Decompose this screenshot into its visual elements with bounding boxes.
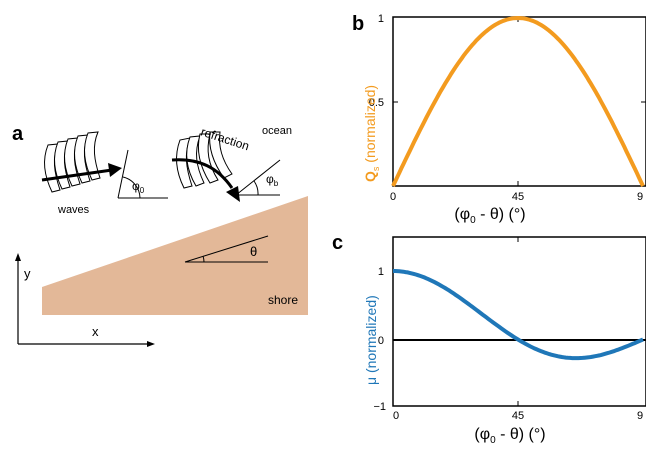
panel-label-a: a: [12, 123, 24, 145]
chart-b-ytick-05: 0.5: [369, 97, 384, 109]
chart-c-ytick-neg1: −1: [373, 401, 386, 413]
chart-c-xtick-45: 45: [512, 410, 524, 422]
chart-b-xtick-0: 0: [390, 191, 396, 203]
chart-c-frame: [392, 236, 646, 407]
theta-arc: [202, 255, 205, 263]
phib-arc: [253, 180, 259, 196]
panel-label-c: c: [332, 232, 343, 254]
shore-label: shore: [268, 293, 298, 307]
incoming-waves-icon: [44, 131, 101, 193]
y-axis-arrow-icon: [15, 253, 21, 261]
phi0-arc: [122, 176, 141, 199]
chart-c-ylabel: μ (normalized): [363, 295, 379, 385]
qs-series-line: [391, 15, 645, 187]
chart-b-ylabel: Qs (normalized): [362, 85, 381, 182]
ocean-label: ocean: [262, 125, 292, 137]
chart-c-xtick-0: 0: [393, 410, 399, 422]
chart-b-frame: [392, 16, 646, 187]
chart-b-ytick-1: 1: [378, 13, 384, 25]
phi0-label: φ0: [132, 179, 145, 195]
refracting-waves-icon: [176, 131, 233, 189]
chart-c-ytick-1: 1: [378, 266, 384, 278]
phib-label: φb: [266, 172, 279, 188]
refraction-arrow-head-icon: [226, 186, 240, 202]
refraction-arrow: [171, 158, 234, 189]
theta-shore-line: [184, 235, 269, 263]
chart-b-xtick-90: 9: [637, 191, 643, 203]
wave-arrow-head-icon: [108, 163, 122, 177]
phib-ray-line: [235, 159, 281, 196]
theta-label: θ: [250, 244, 257, 259]
x-axis-arrow-icon: [147, 341, 155, 347]
chart-c-xlabel: (φ0 - θ) (°): [474, 426, 545, 446]
chart-c-xtick-90: 9: [637, 410, 643, 422]
panel-label-b: b: [352, 13, 364, 35]
chart-b-xtick-45: 45: [512, 191, 524, 203]
mu-series-line: [393, 269, 644, 361]
shore-wedge: [42, 196, 308, 315]
waves-label: waves: [57, 204, 90, 216]
chart-b-xlabel: (φ0 - θ) (°): [454, 206, 525, 226]
phi0-ray-line: [117, 149, 129, 199]
chart-c-ytick-0: 0: [378, 335, 384, 347]
wave-direction-arrow: [41, 168, 113, 182]
y-axis-label: y: [24, 266, 31, 281]
x-axis-label: x: [92, 324, 99, 339]
